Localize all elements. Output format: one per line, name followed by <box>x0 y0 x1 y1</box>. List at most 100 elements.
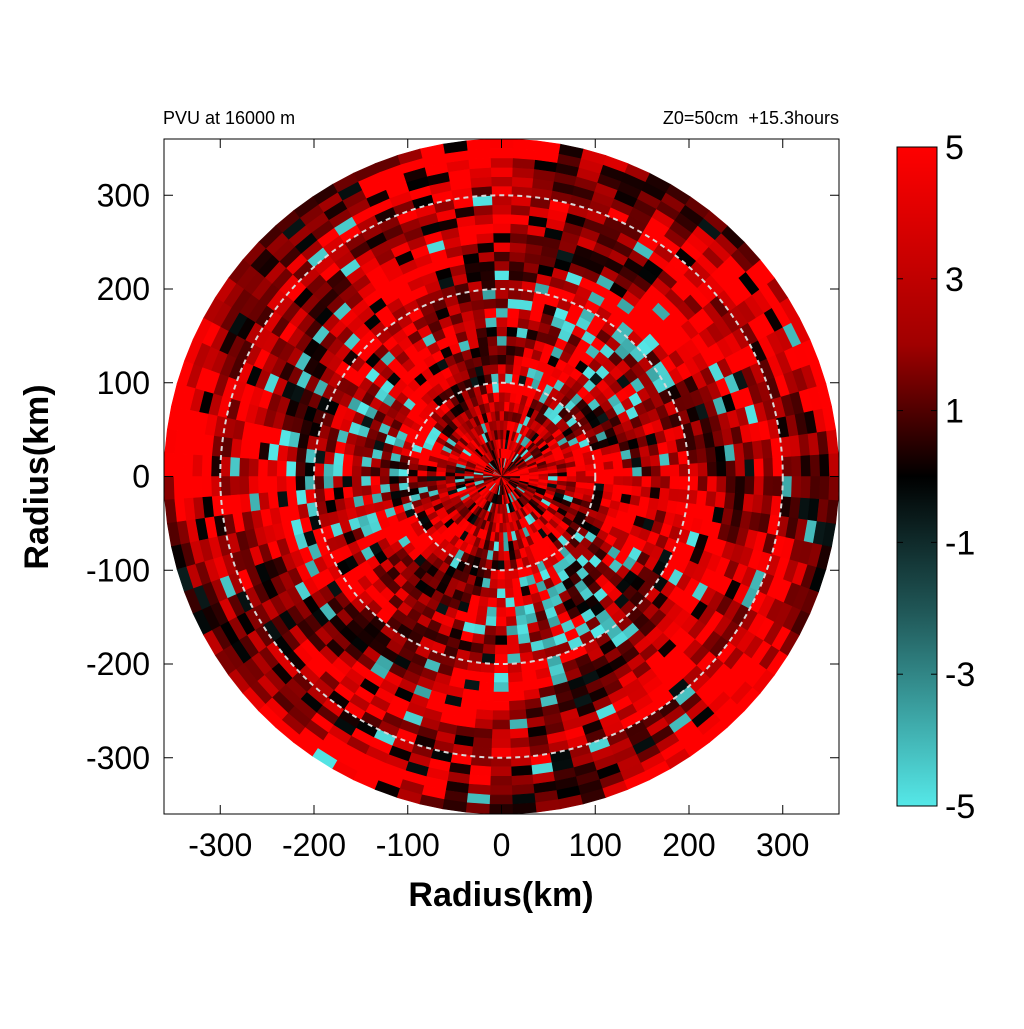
heatmap-cell <box>478 681 495 693</box>
heatmap-cell <box>508 251 526 263</box>
plot-title-right: Z0=50cm +15.3hours <box>662 108 839 128</box>
heatmap-cell <box>473 623 487 636</box>
heatmap-cell <box>604 476 615 485</box>
heatmap-cell <box>649 453 661 467</box>
heatmap-cell <box>505 597 516 609</box>
colorbar: 5 3 1 -1 -3 -5 <box>896 129 975 826</box>
heatmap-cell <box>164 452 175 477</box>
heatmap-cell <box>426 470 437 477</box>
heatmap-cell <box>388 460 400 470</box>
y-tick-label: 100 <box>97 365 150 401</box>
heatmap-cell <box>495 626 508 637</box>
heatmap-cell <box>566 480 577 488</box>
heatmap-cell <box>332 487 345 501</box>
heatmap-cell <box>351 485 363 498</box>
heatmap-cell <box>219 456 231 477</box>
heatmap-cell <box>498 532 505 543</box>
heatmap-cell <box>379 476 390 486</box>
heatmap-cell <box>650 465 662 477</box>
heatmap-cell <box>510 737 531 749</box>
heatmap-cell <box>744 458 755 477</box>
heatmap-cell <box>491 560 499 571</box>
heatmap-cell <box>485 326 497 337</box>
heatmap-cell <box>509 232 528 244</box>
heatmap-cell <box>491 729 512 740</box>
heatmap-cell <box>475 709 494 721</box>
heatmap-cell <box>323 451 335 466</box>
heatmap-cell <box>506 625 519 637</box>
heatmap-cell <box>611 491 623 503</box>
heatmap-cell <box>791 476 802 498</box>
heatmap-cell <box>508 260 525 272</box>
heatmap-cell <box>416 464 428 472</box>
heatmap-cell <box>509 241 527 254</box>
heatmap-cell <box>360 466 371 477</box>
heatmap-cell <box>435 471 446 477</box>
heatmap-cell <box>649 486 661 500</box>
heatmap-cell <box>497 579 506 590</box>
heatmap-cell <box>332 452 345 466</box>
heatmap-cell <box>494 663 509 674</box>
x-tick-label: 200 <box>662 827 715 863</box>
heatmap-cell <box>497 373 506 384</box>
heatmap-cell <box>351 465 362 477</box>
x-tick-label: -300 <box>188 827 252 863</box>
x-tick-label: 300 <box>756 827 809 863</box>
y-tick-label: -300 <box>86 740 150 776</box>
heatmap-cell <box>238 476 250 496</box>
heatmap-cell <box>191 454 203 477</box>
heatmap-cell <box>477 251 495 263</box>
heatmap-cell <box>669 463 680 477</box>
heatmap-cell <box>538 476 549 481</box>
heatmap-cell <box>716 476 727 493</box>
range-ring <box>219 194 784 759</box>
heatmap-cell <box>772 476 784 497</box>
heatmap-cell <box>304 462 315 477</box>
heatmap-cell <box>509 213 530 226</box>
heatmap-cell <box>503 410 509 421</box>
heatmap-cell <box>506 616 518 627</box>
heatmap-cell <box>191 476 203 499</box>
heatmap-cell <box>492 223 511 234</box>
heatmap-cell <box>369 466 381 477</box>
heatmap-cell <box>800 476 812 499</box>
colorbar-ticks: 5 3 1 -1 -3 -5 <box>897 129 975 826</box>
heatmap-cell <box>479 270 495 282</box>
heatmap-cell <box>491 213 512 224</box>
heatmap-cell <box>511 765 534 777</box>
x-tick-label: 100 <box>569 827 622 863</box>
heatmap-cell <box>483 634 497 646</box>
heatmap-cell <box>498 410 505 421</box>
heatmap-cell <box>495 635 508 646</box>
heatmap-area <box>164 139 839 814</box>
heatmap-cell <box>470 185 493 198</box>
heatmap-cell <box>478 260 495 272</box>
y-tick-label: -200 <box>86 646 150 682</box>
heatmap-cell <box>498 541 505 552</box>
heatmap-cell <box>566 476 577 483</box>
heatmap-cell <box>519 476 530 479</box>
heatmap-cell <box>342 486 354 500</box>
heatmap-cell <box>529 476 540 480</box>
heatmap-cell <box>658 452 671 466</box>
heatmap-cell <box>473 727 494 740</box>
heatmap-cell <box>388 476 399 485</box>
heatmap-cell <box>509 727 530 740</box>
heatmap-cell <box>380 450 392 462</box>
heatmap-cell <box>469 765 492 777</box>
heatmap-cell <box>173 476 184 500</box>
heatmap-cell <box>504 382 512 393</box>
range-ring <box>406 381 597 572</box>
heatmap-cell <box>509 718 529 730</box>
heatmap-cell <box>482 643 496 655</box>
heatmap-cell <box>285 476 297 492</box>
heatmap-cell <box>516 623 530 636</box>
heatmap-cell <box>491 757 512 768</box>
heatmap-cell <box>495 616 508 627</box>
range-rings <box>219 194 784 759</box>
heatmap-cell <box>505 335 517 347</box>
heatmap-cell <box>486 606 498 618</box>
heatmap-cell <box>182 453 194 477</box>
heatmap-cell <box>490 775 513 787</box>
heatmap-cell <box>502 419 508 431</box>
